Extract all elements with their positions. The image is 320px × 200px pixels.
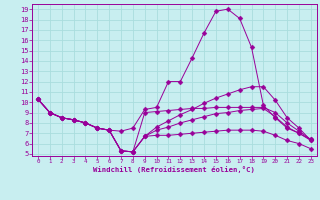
X-axis label: Windchill (Refroidissement éolien,°C): Windchill (Refroidissement éolien,°C) bbox=[93, 166, 255, 173]
